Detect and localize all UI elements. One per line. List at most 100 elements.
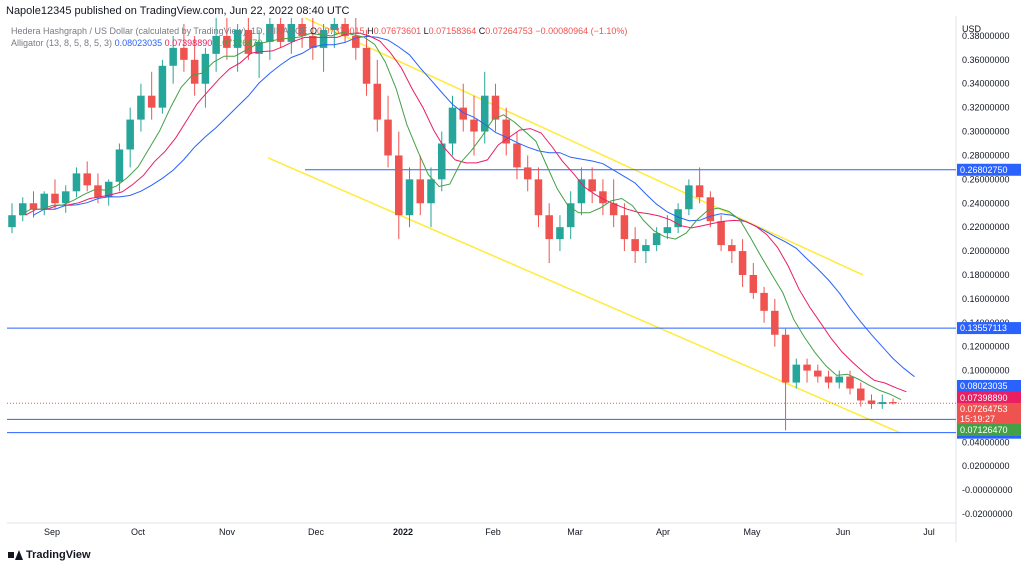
candle <box>309 18 317 60</box>
alligator-teeth-line <box>25 32 907 393</box>
candle <box>491 83 500 132</box>
candle-body <box>319 29 328 48</box>
y-tick-label: 0.28000000 <box>962 150 1010 160</box>
candle-body <box>814 370 822 377</box>
candle-body <box>556 227 564 240</box>
candle-body <box>534 179 543 216</box>
level-price-tag: 0.26802750 <box>957 163 1021 176</box>
price-tag-text: 0.07126470 <box>960 425 1008 435</box>
price-tag-text: 0.07264753 <box>960 404 1008 414</box>
alligator-lips-value: 0.07126470 <box>214 38 263 48</box>
price-tag-text: 0.08023035 <box>960 381 1008 391</box>
symbol-name: Hedera Hashgraph / US Dollar (calculated… <box>11 26 308 36</box>
channel-upper-line <box>304 17 864 276</box>
candle <box>8 203 16 234</box>
x-tick-label: Apr <box>656 527 670 537</box>
candle-body <box>663 227 672 234</box>
candle-body <box>276 23 285 42</box>
candle-body <box>513 143 521 168</box>
low-value: 0.07158364 <box>428 26 477 36</box>
price-tag-bg <box>957 403 1021 425</box>
candle-body <box>470 119 478 132</box>
candle <box>889 398 897 405</box>
candle <box>255 29 263 78</box>
candle-body <box>8 215 16 228</box>
candle <box>470 95 478 156</box>
candle <box>781 328 790 431</box>
price-tag-bg <box>957 380 1021 392</box>
candle-body <box>609 203 618 216</box>
price-tag-teeth: 0.07398890 <box>957 392 1021 404</box>
candle-body <box>309 35 317 48</box>
candle <box>298 18 306 48</box>
candle <box>40 191 48 216</box>
candle-body <box>545 215 553 240</box>
publish-header: Napole12345 published on TradingView.com… <box>6 5 350 17</box>
candle-body <box>61 191 70 204</box>
candle <box>513 131 521 180</box>
candle <box>287 18 296 54</box>
candle-body <box>384 119 392 156</box>
candle <box>51 179 59 210</box>
candle-body <box>695 185 704 198</box>
candle-body <box>760 292 768 311</box>
x-tick-label: 2022 <box>393 527 413 537</box>
x-tick-label: Sep <box>44 527 60 537</box>
x-tick-label: Jul <box>923 527 935 537</box>
candle <box>652 227 661 252</box>
candle <box>534 167 543 228</box>
candle-body <box>126 119 134 150</box>
candle-body <box>781 334 790 383</box>
candle <box>319 23 328 72</box>
candle <box>147 71 156 120</box>
candle-body <box>588 179 596 192</box>
candle <box>728 239 736 264</box>
candle-body <box>395 155 403 216</box>
y-tick-label: -0.00000000 <box>962 485 1013 495</box>
candle-body <box>599 191 607 204</box>
y-tick-label: 0.02000000 <box>962 461 1010 471</box>
candle <box>427 167 435 228</box>
candle <box>674 203 682 234</box>
candle <box>352 18 360 60</box>
candle-body <box>846 376 854 389</box>
candle-body <box>190 59 199 84</box>
open-label: O <box>309 26 317 36</box>
y-tick-label: 0.22000000 <box>962 222 1010 232</box>
x-tick-label: Feb <box>485 527 501 537</box>
candle-body <box>771 310 779 335</box>
chart-legend: Hedera Hashgraph / US Dollar (calculated… <box>11 25 627 49</box>
candle-body <box>416 179 425 204</box>
x-tick-label: Nov <box>219 527 236 537</box>
candle-body <box>72 173 81 192</box>
candle-body <box>373 83 382 120</box>
candle-body <box>51 193 59 204</box>
candle <box>448 95 457 156</box>
candle <box>384 95 392 168</box>
alligator-teeth-value: 0.07398890 <box>164 38 213 48</box>
candle <box>29 191 38 218</box>
candle-body <box>674 209 682 228</box>
y-tick-label: 0.36000000 <box>962 55 1010 65</box>
candle-body <box>330 23 339 30</box>
candle <box>61 185 70 213</box>
candle-body <box>685 185 693 210</box>
candle-body <box>298 23 306 36</box>
candle-body <box>352 35 360 48</box>
open-value: 0.07370015 <box>317 26 365 36</box>
candle <box>577 167 586 216</box>
tradingview-logo-icon <box>8 550 23 560</box>
candle <box>223 18 231 60</box>
candle <box>341 18 349 42</box>
symbol-row: Hedera Hashgraph / US Dollar (calculated… <box>11 25 627 37</box>
x-tick-label: May <box>743 527 761 537</box>
candle <box>437 131 446 192</box>
candle-body <box>18 203 27 216</box>
candle <box>685 179 693 216</box>
candle <box>867 394 876 409</box>
candle <box>556 215 564 252</box>
close-value: 0.07264753 <box>485 26 533 36</box>
y-tick-label: 0.10000000 <box>962 366 1010 376</box>
y-tick-label: 0.38000000 <box>962 31 1010 41</box>
